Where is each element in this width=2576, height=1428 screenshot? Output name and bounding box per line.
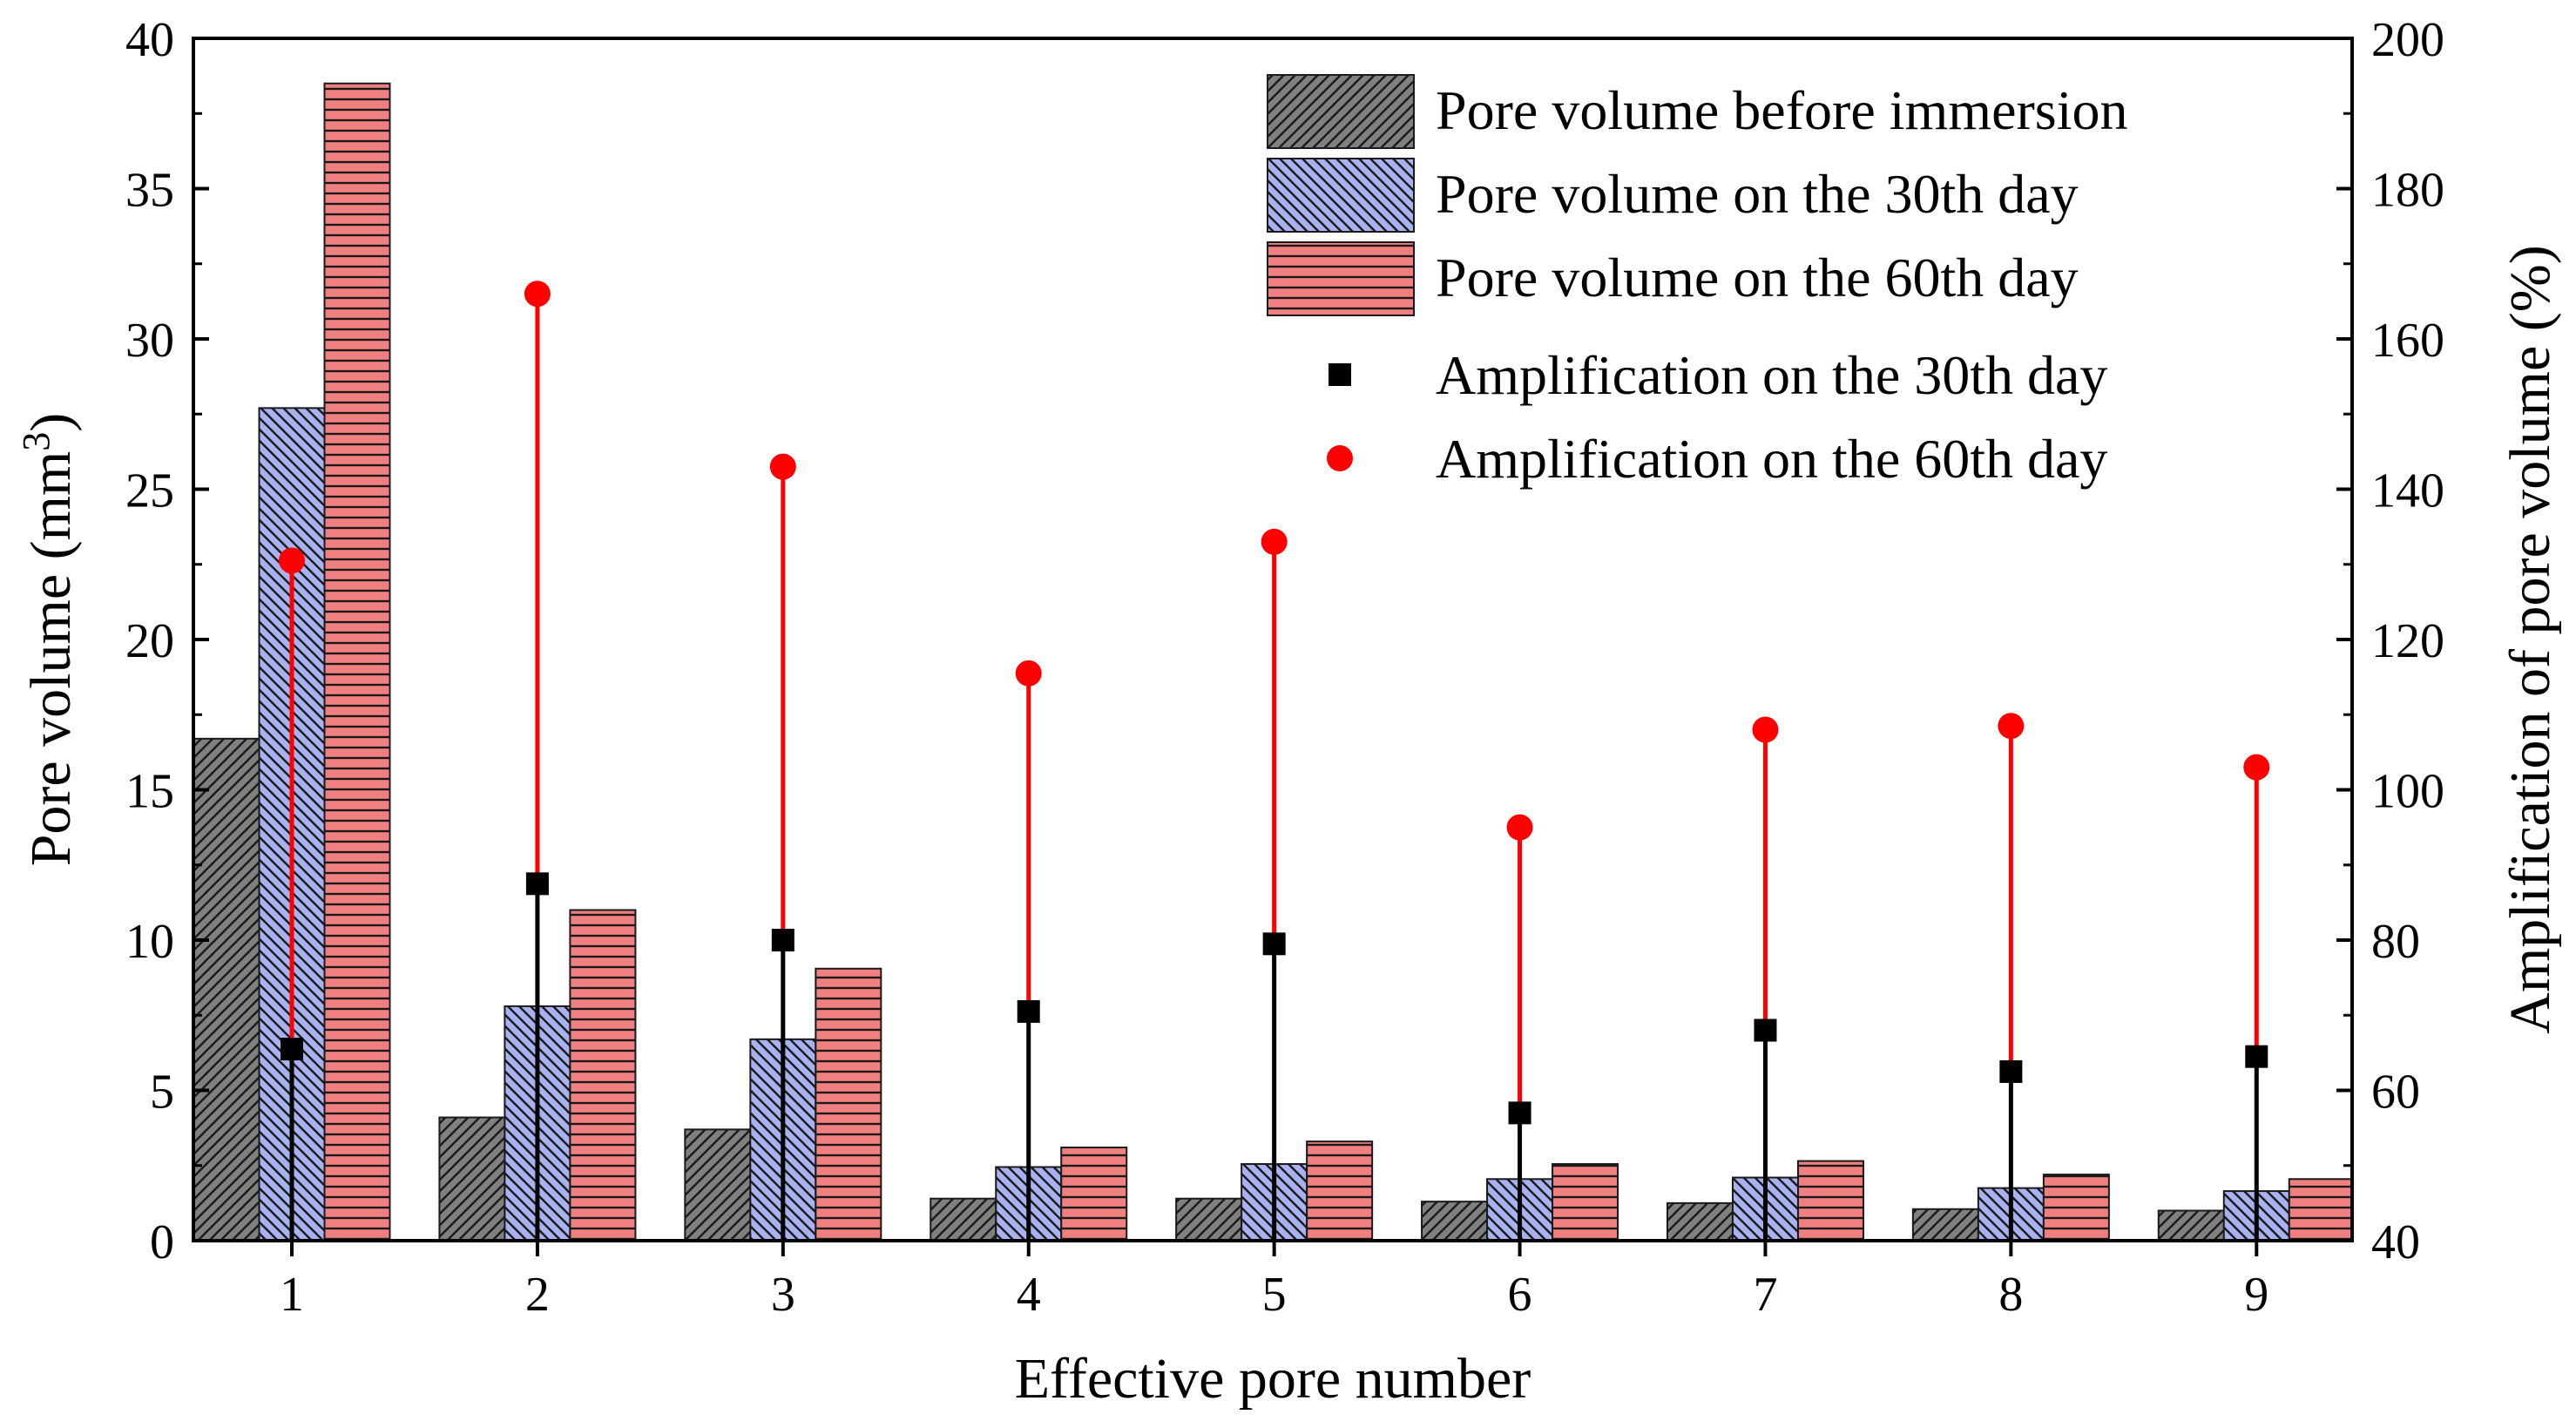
point-60th-3 bbox=[769, 453, 796, 480]
x-tick-label-2: 2 bbox=[525, 1268, 550, 1322]
point-30th-2 bbox=[525, 872, 549, 896]
bar-3-7 bbox=[1796, 1160, 1864, 1241]
x-tick-label-3: 3 bbox=[771, 1268, 795, 1322]
legend-label-30th: Amplification on the 30th day bbox=[1436, 344, 2107, 406]
bar-1-8 bbox=[1911, 1208, 1979, 1241]
legend-label-60th: Amplification on the 60th day bbox=[1436, 428, 2107, 490]
y-tick-label-10: 10 bbox=[125, 915, 174, 969]
y-tick-label-25: 25 bbox=[125, 464, 174, 518]
point-30th-5 bbox=[1262, 932, 1286, 956]
y-right-tick-label-160: 160 bbox=[2371, 314, 2444, 368]
point-30th-6 bbox=[1508, 1101, 1531, 1125]
x-tick-label-9: 9 bbox=[2244, 1268, 2268, 1322]
legend-marker-30th bbox=[1329, 363, 1351, 386]
y-axis-title-superscript: 3 bbox=[15, 432, 57, 451]
bar-3-1 bbox=[323, 82, 391, 1241]
bar-1-6 bbox=[1421, 1201, 1489, 1241]
bar-3-2 bbox=[569, 909, 637, 1241]
point-30th-4 bbox=[1017, 999, 1040, 1023]
bar-1-4 bbox=[930, 1197, 997, 1241]
point-60th-7 bbox=[1752, 716, 1779, 743]
bar-1-9 bbox=[2157, 1209, 2225, 1241]
point-30th-3 bbox=[771, 929, 794, 951]
y-right-tick-label-200: 200 bbox=[2371, 13, 2444, 67]
point-30th-8 bbox=[1999, 1059, 2023, 1083]
bar-3-5 bbox=[1306, 1140, 1374, 1241]
bar-3-8 bbox=[2042, 1174, 2110, 1241]
y-axis-title-end: ) bbox=[19, 413, 83, 432]
x-tick-label-6: 6 bbox=[1508, 1268, 1532, 1322]
legend-label-bar-3: Pore volume on the 60th day bbox=[1436, 247, 2079, 308]
legend-label-bar-2: Pore volume on the 30th day bbox=[1436, 163, 2079, 225]
stems-layer bbox=[289, 294, 2259, 1241]
legend-swatch-bar-1 bbox=[1267, 74, 1415, 149]
point-30th-7 bbox=[1754, 1019, 1777, 1042]
x-tick-label-4: 4 bbox=[1017, 1268, 1041, 1322]
point-60th-6 bbox=[1506, 814, 1533, 841]
bar-1-1 bbox=[193, 737, 260, 1241]
y-tick-label-35: 35 bbox=[125, 164, 174, 218]
bar-1-5 bbox=[1175, 1197, 1243, 1241]
x-axis-title: Effective pore number bbox=[1015, 1347, 1531, 1411]
y-right-tick-label-180: 180 bbox=[2371, 164, 2444, 218]
y-tick-label-20: 20 bbox=[125, 614, 174, 668]
legend: Pore volume before immersion Pore volume … bbox=[1267, 74, 2127, 490]
y-tick-label-40: 40 bbox=[125, 13, 174, 67]
point-60th-1 bbox=[279, 547, 305, 574]
y-tick-label-30: 30 bbox=[125, 314, 174, 368]
y-right-tick-label-100: 100 bbox=[2371, 765, 2444, 819]
y-tick-label-0: 0 bbox=[150, 1215, 174, 1269]
axes-layer: 0510152025303540406080100120140160180200… bbox=[125, 13, 2444, 1322]
legend-label-bar-1: Pore volume before immersion bbox=[1436, 79, 2127, 141]
point-30th-9 bbox=[2245, 1045, 2268, 1068]
point-60th-9 bbox=[2243, 754, 2270, 781]
x-tick-label-5: 5 bbox=[1262, 1268, 1287, 1322]
y-tick-label-5: 5 bbox=[150, 1066, 174, 1120]
point-30th-1 bbox=[281, 1038, 303, 1061]
bar-1-7 bbox=[1666, 1201, 1734, 1241]
y-axis-title: Pore volume (mm3) bbox=[15, 413, 83, 867]
y-right-tick-label-40: 40 bbox=[2371, 1215, 2420, 1269]
y-right-tick-label-120: 120 bbox=[2371, 614, 2444, 668]
bar-3-4 bbox=[1060, 1147, 1128, 1241]
point-60th-8 bbox=[1998, 713, 2025, 740]
legend-marker-60th bbox=[1327, 445, 1353, 471]
x-tick-label-8: 8 bbox=[1998, 1268, 2023, 1322]
y-right-tick-label-60: 60 bbox=[2371, 1066, 2420, 1120]
x-tick-label-1: 1 bbox=[280, 1268, 304, 1322]
y-axis-right-title: Amplification of pore volume (%) bbox=[2498, 245, 2562, 1033]
point-60th-2 bbox=[524, 281, 551, 308]
bar-1-2 bbox=[438, 1116, 506, 1241]
y-tick-label-15: 15 bbox=[125, 765, 174, 819]
bar-1-3 bbox=[684, 1128, 752, 1241]
bar-3-3 bbox=[815, 967, 882, 1241]
legend-swatch-bar-2 bbox=[1267, 158, 1415, 233]
bar-3-6 bbox=[1552, 1163, 1619, 1241]
legend-swatch-bar-3 bbox=[1267, 241, 1415, 316]
y-axis-title-main: Pore volume (mm bbox=[19, 451, 83, 867]
point-60th-4 bbox=[1015, 660, 1042, 687]
x-tick-label-7: 7 bbox=[1753, 1268, 1777, 1322]
point-60th-5 bbox=[1261, 528, 1288, 555]
y-right-tick-label-80: 80 bbox=[2371, 915, 2420, 969]
y-right-tick-label-140: 140 bbox=[2371, 464, 2444, 518]
markers-layer bbox=[279, 281, 2270, 1125]
bar-3-9 bbox=[2288, 1178, 2352, 1241]
